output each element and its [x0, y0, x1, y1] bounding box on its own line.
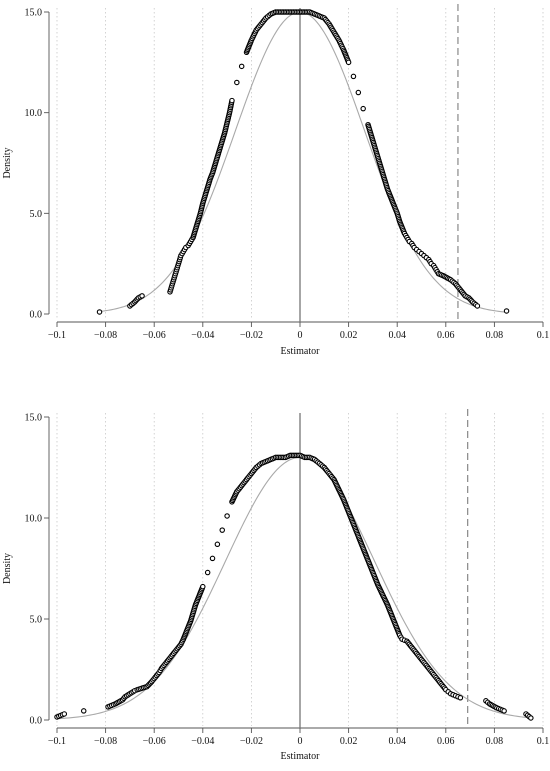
- y-axis-title: Density: [2, 553, 13, 584]
- panel-bottom: −0.1 −0.08 −0.06 −0.04 −0.02 0 0.02 0.04 0.06 0.0…: [2, 409, 549, 762]
- x-tick-label: 0.1: [537, 736, 550, 747]
- data-point: [501, 708, 507, 714]
- x-tick-label: 0.08: [486, 736, 504, 747]
- y-axis-title: Density: [2, 147, 13, 178]
- x-tick-label: 0.08: [486, 330, 504, 341]
- x-tick-label: −0.02: [240, 736, 263, 747]
- data-point: [238, 63, 245, 70]
- x-tick-label: 0.02: [340, 330, 358, 341]
- data-point: [204, 569, 211, 576]
- data-point: [345, 59, 352, 66]
- data-point: [350, 73, 357, 80]
- y-tick-label: 10.0: [25, 108, 43, 119]
- panel-top: −0.1 −0.08 −0.06 −0.04 −0.02 0 0.02 0.04 0.06 0.0…: [2, 4, 549, 357]
- data-point: [224, 513, 230, 519]
- x-tick-label: 0.06: [437, 736, 455, 747]
- y-tick-label: 10.0: [25, 514, 43, 525]
- data-point: [234, 79, 240, 86]
- x-tick-label: 0: [298, 736, 303, 747]
- x-tick-label: −0.04: [191, 736, 214, 747]
- data-point: [474, 303, 481, 309]
- x-tick-label: −0.1: [48, 736, 66, 747]
- x-tick-label: 0.04: [388, 736, 406, 747]
- data-point: [139, 293, 145, 299]
- data-point: [214, 541, 221, 548]
- x-tick-label: −0.1: [48, 330, 66, 341]
- x-tick-label: −0.04: [191, 330, 214, 341]
- data-point: [503, 308, 510, 314]
- y-tick-label: 15.0: [25, 8, 43, 19]
- y-tick-label: 0.0: [30, 716, 43, 727]
- y-tick-label: 5.0: [30, 209, 43, 220]
- x-axis-title: Estimator: [281, 346, 321, 357]
- data-point: [219, 527, 225, 533]
- series-points: [96, 9, 510, 315]
- data-point: [96, 309, 103, 315]
- x-tick-label: −0.06: [143, 736, 166, 747]
- y-tick-label: 5.0: [30, 615, 43, 626]
- normal-density-curve: [56, 456, 531, 720]
- data-point: [80, 708, 87, 714]
- x-axis-title: Estimator: [281, 751, 321, 762]
- data-point: [355, 89, 362, 96]
- x-tick-label: 0.06: [437, 330, 455, 341]
- x-tick-label: −0.06: [143, 330, 166, 341]
- x-tick-label: −0.02: [240, 330, 263, 341]
- data-point: [457, 695, 464, 701]
- x-tick-label: 0.04: [388, 330, 406, 341]
- y-tick-label: 15.0: [25, 413, 43, 424]
- data-point: [229, 97, 235, 104]
- data-point: [200, 583, 206, 590]
- data-point: [209, 555, 216, 562]
- x-tick-label: 0.1: [537, 330, 550, 341]
- y-tick-label: 0.0: [30, 310, 43, 321]
- data-point: [528, 715, 534, 721]
- x-tick-label: −0.08: [94, 330, 117, 341]
- data-point: [360, 105, 366, 112]
- x-tick-label: 0.02: [340, 736, 358, 747]
- x-tick-label: 0: [298, 330, 303, 341]
- data-point: [61, 711, 68, 717]
- x-tick-label: −0.08: [94, 736, 117, 747]
- series-points: [54, 452, 534, 721]
